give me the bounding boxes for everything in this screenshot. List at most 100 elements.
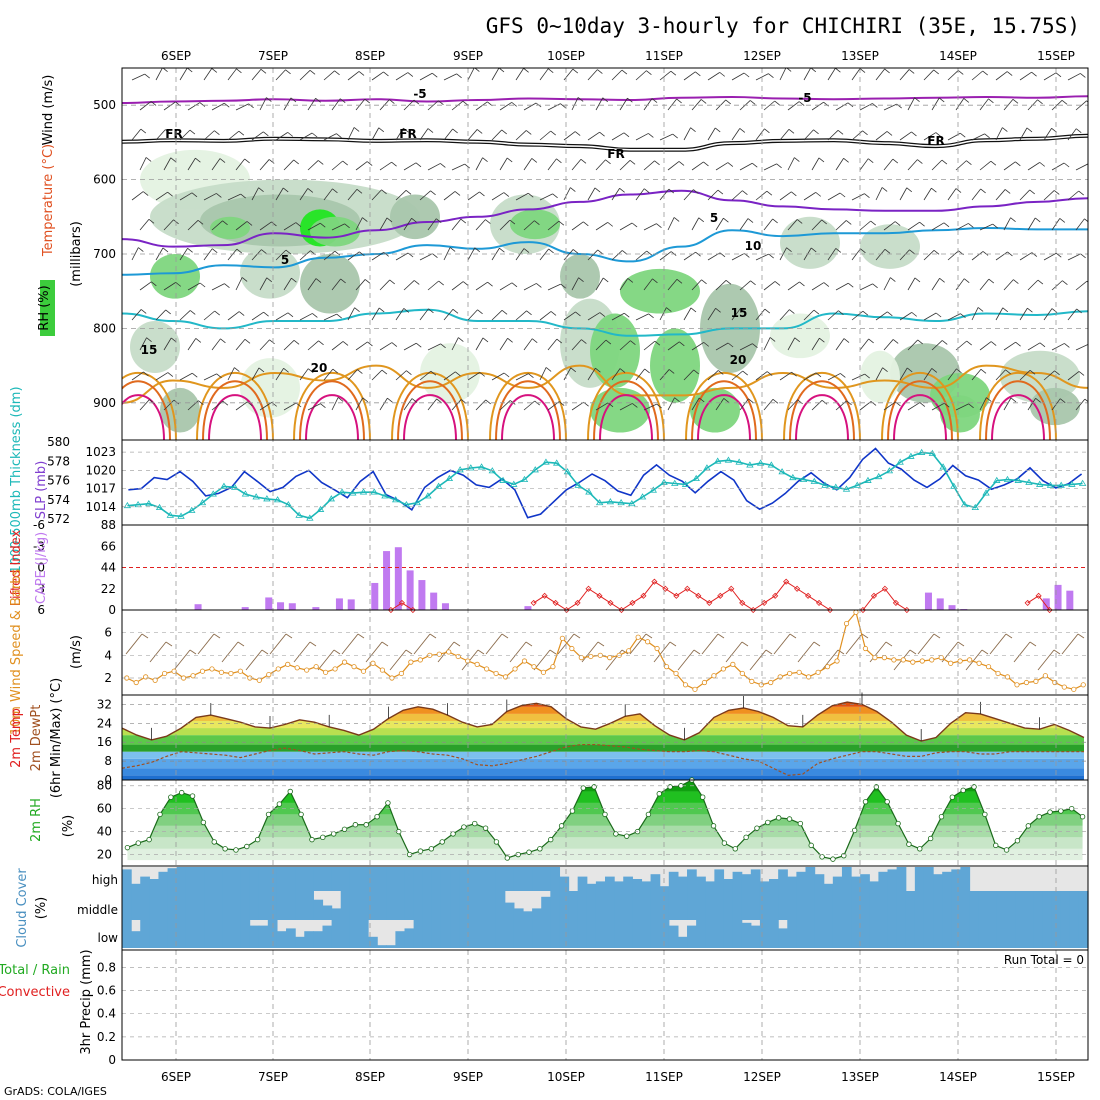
thickness-marker <box>252 493 260 500</box>
wind-barb <box>491 192 505 201</box>
cloud-cell-middle <box>122 891 132 920</box>
y-label-temp-minmax: (6hr Min/Max) (°C) <box>49 678 64 798</box>
wind-barb <box>131 371 144 381</box>
rh2m-marker <box>352 822 359 828</box>
wind-barb-flag <box>843 157 849 163</box>
cloud-cell-high <box>577 876 588 891</box>
thickness-marker <box>993 476 1001 483</box>
wind10m-marker <box>143 674 149 680</box>
wind-barb-flag <box>452 128 458 134</box>
wind-barb <box>283 159 295 171</box>
rh2m-marker <box>428 846 435 852</box>
cloud-cell-middle <box>851 891 861 920</box>
wind-barb-flag <box>955 188 962 193</box>
wind10m-barb-flag <box>477 649 485 655</box>
wind-barb-flag <box>727 342 734 348</box>
temp-band <box>122 706 1084 714</box>
wind10m-marker <box>285 661 291 668</box>
warm-arc <box>202 380 268 440</box>
cloud-cell-low <box>513 920 524 948</box>
rh2m-marker <box>254 836 261 843</box>
wind-barb <box>299 313 313 321</box>
cloud-cell-high <box>687 869 697 891</box>
wind-barb-flag <box>896 103 902 109</box>
cloud-cell-high <box>249 867 260 891</box>
rh2m-marker <box>743 834 749 841</box>
wind-barb-flag <box>676 98 682 104</box>
wind-barb-flag <box>672 133 678 139</box>
cloud-cell-middle <box>550 891 561 920</box>
cloud-cell-middle <box>586 891 597 920</box>
wind10m-barb-flag <box>669 641 677 647</box>
wind-barb <box>571 221 584 231</box>
wind-barb-flag <box>623 132 630 138</box>
wind-barb <box>1043 252 1057 261</box>
rh-shading <box>860 350 900 403</box>
wind-barb-flag <box>627 97 633 103</box>
wind-barb <box>371 252 384 261</box>
wind-barb <box>251 367 260 381</box>
cloud-cell-middle <box>1042 891 1053 920</box>
wind-barb <box>835 338 845 351</box>
wind10m-marker <box>843 620 850 627</box>
wind-barb-flag <box>703 161 709 167</box>
cloud-cell-middle <box>841 891 852 920</box>
wind-barb-flag <box>216 373 222 379</box>
wind10m-marker <box>228 670 234 677</box>
wind-barb-flag <box>968 223 974 228</box>
wind10m-barb-flag <box>237 641 245 647</box>
cloud-cell-low <box>413 920 424 948</box>
y-label-wind10m: 10m Wind Speed & Barbs <box>9 569 24 736</box>
wind10m-barb-flag <box>861 633 869 639</box>
wind-barb-flag <box>411 398 418 403</box>
li-marker <box>585 585 592 592</box>
wind-barb-flag <box>931 187 937 193</box>
wind-barb <box>643 278 653 291</box>
wind-barb <box>355 98 366 111</box>
wind-barb-flag <box>966 160 972 165</box>
wind-barb-flag <box>939 277 945 283</box>
cloud-cell-middle <box>176 891 187 920</box>
rh-shading <box>510 209 560 240</box>
thickness-marker <box>585 488 593 495</box>
wind-barb-flag <box>199 282 206 288</box>
wind-barb <box>587 312 601 321</box>
wind-barb-flag <box>693 369 699 375</box>
rh2m-marker <box>884 799 890 805</box>
cloud-cell-low <box>960 920 971 948</box>
wind-barb-flag <box>487 281 493 287</box>
wind10m-marker <box>806 674 812 680</box>
warm-arc <box>599 394 653 440</box>
wind-barb <box>475 157 483 171</box>
wind-barb <box>803 68 812 81</box>
li-marker <box>903 606 910 614</box>
wind-barb <box>499 400 511 411</box>
cloud-row-label: high <box>92 873 118 887</box>
x-tick-bottom: 8SEP <box>355 1070 385 1084</box>
cloud-cell-high <box>942 871 952 891</box>
cloud-cell-low <box>905 920 916 948</box>
rh2m-marker <box>971 784 977 790</box>
wind-barb <box>203 248 213 261</box>
wind-barb <box>563 187 571 201</box>
cloud-cell-low <box>249 925 260 948</box>
cloud-cell-low <box>431 920 442 948</box>
cloud-cell-high <box>149 879 160 891</box>
wind10m-marker <box>957 658 963 664</box>
thickness-marker <box>1003 475 1012 483</box>
wind10m-barb <box>269 633 287 655</box>
wind-barb-flag <box>725 99 731 105</box>
wind-barb <box>427 100 439 111</box>
cloud-cell-high <box>222 867 232 891</box>
wind10m-barb <box>509 641 527 663</box>
rh2m-marker <box>993 842 999 849</box>
wind-barb <box>875 68 885 81</box>
wind-barb <box>467 247 476 261</box>
wind-barb <box>163 282 176 291</box>
cloud-cell-high <box>395 867 406 891</box>
cloud-cell-low <box>541 920 551 948</box>
wind-barb-flag <box>485 219 491 224</box>
wind-barb-flag <box>186 68 193 73</box>
cloud-cell-low <box>213 920 223 948</box>
wind-barb <box>659 369 670 381</box>
